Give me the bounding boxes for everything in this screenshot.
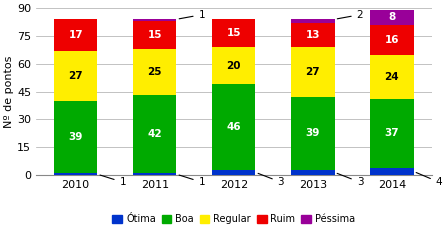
Text: 1: 1: [100, 175, 126, 187]
Bar: [133, 21, 177, 49]
Text: 13: 13: [306, 30, 320, 40]
Bar: [291, 170, 334, 175]
Bar: [133, 173, 177, 175]
Text: 20: 20: [227, 61, 241, 71]
Bar: [291, 23, 334, 47]
Text: 2: 2: [337, 10, 363, 20]
Bar: [291, 47, 334, 97]
Bar: [370, 168, 413, 175]
Bar: [212, 19, 256, 47]
Bar: [291, 97, 334, 170]
Bar: [212, 170, 256, 175]
Text: 46: 46: [227, 122, 241, 132]
Bar: [54, 19, 97, 51]
Bar: [370, 99, 413, 168]
Text: 39: 39: [306, 129, 320, 138]
Text: 16: 16: [384, 35, 399, 45]
Bar: [370, 10, 413, 25]
Bar: [54, 173, 97, 175]
Bar: [133, 95, 177, 173]
Bar: [370, 25, 413, 54]
Text: 25: 25: [148, 67, 162, 77]
Text: 4: 4: [416, 173, 442, 187]
Bar: [212, 47, 256, 84]
Y-axis label: Nº de pontos: Nº de pontos: [4, 55, 14, 128]
Text: 17: 17: [68, 30, 83, 40]
Text: 27: 27: [68, 71, 83, 81]
Bar: [370, 54, 413, 99]
Text: 1: 1: [179, 175, 205, 187]
Text: 39: 39: [69, 132, 83, 142]
Legend: Ótima, Boa, Regular, Ruim, Péssima: Ótima, Boa, Regular, Ruim, Péssima: [109, 210, 359, 228]
Text: 15: 15: [148, 30, 162, 40]
Text: 24: 24: [384, 72, 399, 82]
Text: 8: 8: [388, 12, 396, 22]
Text: 3: 3: [258, 173, 284, 187]
Bar: [133, 19, 177, 21]
Text: 3: 3: [337, 173, 363, 187]
Text: 37: 37: [384, 129, 399, 138]
Bar: [54, 101, 97, 173]
Text: 27: 27: [306, 67, 320, 77]
Bar: [212, 84, 256, 170]
Bar: [291, 19, 334, 23]
Bar: [54, 51, 97, 101]
Text: 15: 15: [227, 28, 241, 38]
Bar: [133, 49, 177, 95]
Text: 1: 1: [179, 10, 205, 20]
Text: 42: 42: [147, 129, 162, 139]
